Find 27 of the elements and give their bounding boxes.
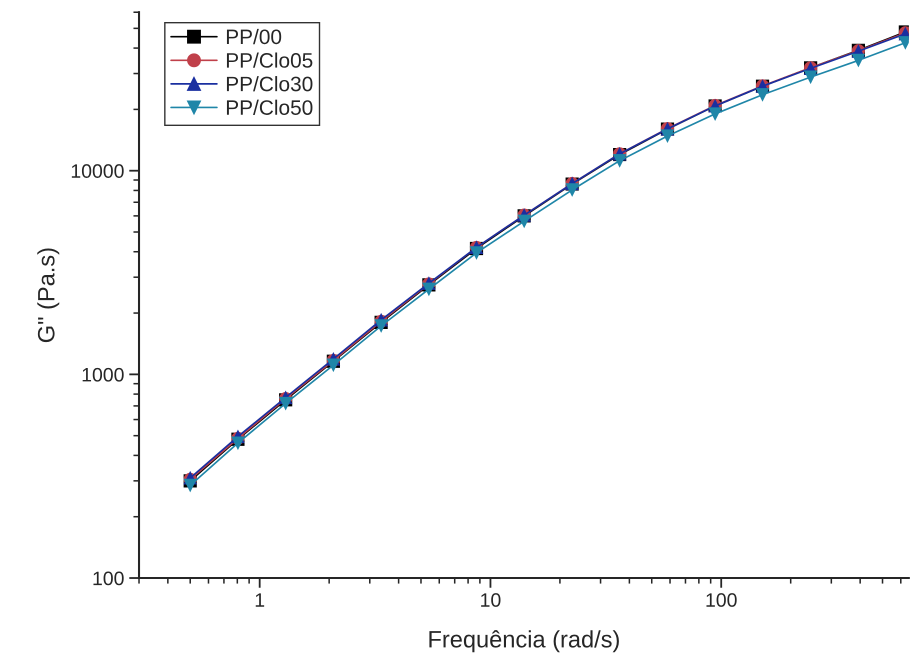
point bbox=[374, 319, 388, 332]
point bbox=[852, 54, 865, 68]
x-tick-label: 100 bbox=[706, 593, 737, 607]
y-tick-label: 10000 bbox=[72, 164, 124, 178]
point bbox=[566, 183, 579, 196]
point bbox=[708, 107, 722, 121]
point bbox=[660, 129, 674, 143]
y-tick-label: 100 bbox=[93, 571, 124, 586]
legend-label: PP/Clo30 bbox=[226, 76, 312, 92]
y-tick-label: 1000 bbox=[82, 368, 124, 382]
point bbox=[756, 88, 770, 102]
legend-label: PP/00 bbox=[226, 28, 282, 44]
x-axis-title: Frequência (rad/s) bbox=[429, 630, 619, 652]
point bbox=[326, 358, 340, 372]
point bbox=[804, 70, 818, 84]
legend-label: PP/Clo05 bbox=[226, 52, 312, 68]
point bbox=[231, 436, 245, 450]
point bbox=[518, 214, 531, 228]
point bbox=[613, 154, 626, 168]
legend-label: PP/Clo50 bbox=[226, 100, 312, 115]
x-tick-label: 1 bbox=[256, 593, 264, 607]
point bbox=[279, 396, 292, 410]
point bbox=[184, 478, 197, 492]
point bbox=[422, 282, 436, 296]
point bbox=[470, 246, 484, 260]
y-axis-title: G" (Pa.s) bbox=[37, 248, 60, 342]
x-tick-label: 10 bbox=[481, 593, 501, 607]
